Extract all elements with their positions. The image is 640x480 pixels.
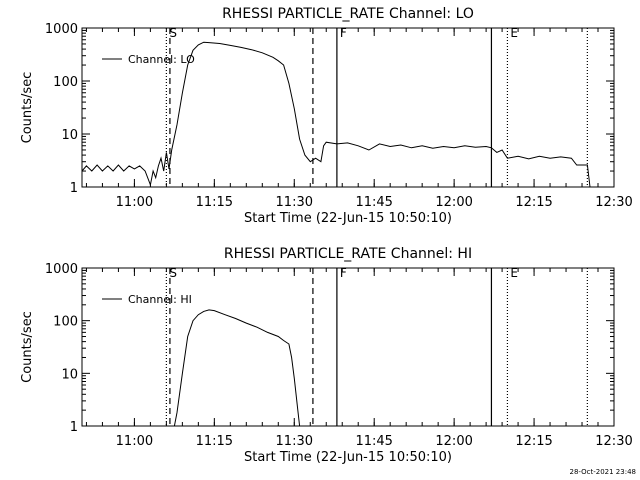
legend-label: Channel: HI xyxy=(128,293,192,306)
x-tick-label: 12:00 xyxy=(435,195,472,210)
plot-frame xyxy=(81,267,615,427)
annotation-label: S xyxy=(169,26,177,40)
y-axis-label: Counts/sec xyxy=(20,72,35,144)
y-axis-label: Counts/sec xyxy=(20,311,35,383)
y-tick-label: 10 xyxy=(61,128,78,143)
series-line xyxy=(81,41,591,188)
x-tick-label: 11:30 xyxy=(276,195,313,210)
annotation-label: E xyxy=(510,266,518,280)
x-tick-label: 12:30 xyxy=(595,195,632,210)
y-tick-label: 1000 xyxy=(45,262,78,277)
x-tick-label: 11:45 xyxy=(355,195,392,210)
chart-panel-1: RHESSI PARTICLE_RATE Channel: LO 1 10 100 10… xyxy=(20,6,633,226)
x-tick-label: 11:45 xyxy=(355,434,392,449)
x-axis-label: Start Time (22-Jun-15 10:50:10) xyxy=(244,211,452,226)
x-axis-label: Start Time (22-Jun-15 10:50:10) xyxy=(244,450,452,465)
x-tick-label: 11:00 xyxy=(116,195,153,210)
footer-timestamp: 28-Oct-2021 23:48 xyxy=(570,468,636,476)
x-tick-label: 11:15 xyxy=(196,195,233,210)
annotation-label: S xyxy=(169,266,177,280)
annotation-label: E xyxy=(510,26,518,40)
chart-panel-2: RHESSI PARTICLE_RATE Channel: HI 1 10 100 10… xyxy=(20,246,633,465)
y-tick-label: 100 xyxy=(53,75,78,90)
chart-title: RHESSI PARTICLE_RATE Channel: HI xyxy=(224,246,472,262)
x-tick-label: 11:30 xyxy=(276,434,313,449)
x-tick-label: 12:15 xyxy=(515,195,552,210)
x-tick-label: 12:00 xyxy=(435,434,472,449)
x-tick-label: 11:00 xyxy=(116,434,153,449)
y-tick-label: 10 xyxy=(61,367,78,382)
x-tick-label: 12:30 xyxy=(595,434,632,449)
y-tick-label: 100 xyxy=(53,315,78,330)
y-tick-label: 1 xyxy=(70,420,78,435)
chart-title: RHESSI PARTICLE_RATE Channel: LO xyxy=(222,6,474,22)
series-line xyxy=(173,309,301,427)
plot-frame xyxy=(81,27,615,188)
y-tick-label: 1 xyxy=(70,181,78,196)
x-tick-label: 12:15 xyxy=(515,434,552,449)
x-tick-label: 11:15 xyxy=(196,434,233,449)
annotation-label: F xyxy=(340,266,347,280)
legend-label: Channel: LO xyxy=(128,53,195,66)
annotation-label: F xyxy=(340,26,347,40)
y-tick-label: 1000 xyxy=(45,22,78,37)
